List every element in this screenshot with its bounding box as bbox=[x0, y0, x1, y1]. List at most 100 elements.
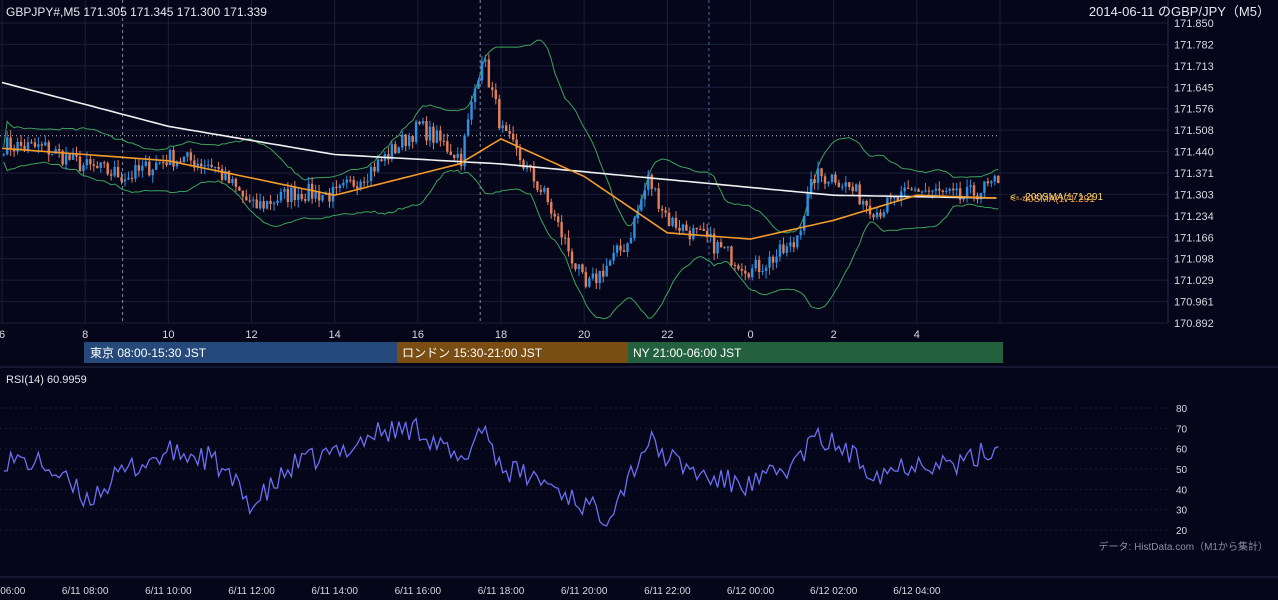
candle-body bbox=[702, 228, 705, 231]
bottom-time-label: 6/12 02:00 bbox=[810, 586, 858, 597]
candle-body bbox=[425, 121, 428, 141]
candle-body bbox=[241, 190, 245, 197]
candle-body bbox=[595, 273, 598, 284]
candle-body bbox=[238, 187, 241, 191]
sma40-line bbox=[1, 137, 997, 240]
candle-body bbox=[536, 181, 539, 190]
candle-body bbox=[761, 271, 764, 272]
candle-body bbox=[962, 197, 965, 200]
candle-body bbox=[16, 141, 19, 152]
candle-body bbox=[276, 200, 279, 204]
candle-body bbox=[213, 167, 217, 168]
candle-body bbox=[560, 222, 563, 238]
candle-body bbox=[82, 165, 85, 171]
rsi-tick-label: 50 bbox=[1176, 465, 1188, 476]
candle-body bbox=[151, 169, 154, 176]
candle-body bbox=[789, 242, 792, 247]
candle-body bbox=[401, 134, 404, 148]
candle-body bbox=[373, 166, 376, 172]
candle-body bbox=[653, 188, 657, 190]
candle-body bbox=[2, 154, 5, 156]
candle-body bbox=[806, 193, 809, 216]
candle-body bbox=[286, 188, 290, 202]
candle-body bbox=[227, 170, 231, 183]
candle-body bbox=[355, 186, 359, 189]
candle-body bbox=[491, 87, 494, 90]
candle-body bbox=[626, 243, 629, 252]
candle-body bbox=[584, 272, 588, 287]
candle-body bbox=[89, 159, 92, 165]
price-tick-label: 171.645 bbox=[1174, 82, 1214, 94]
moving-averages bbox=[1, 81, 997, 240]
candle-body bbox=[844, 182, 848, 187]
candle-body bbox=[667, 212, 671, 226]
price-tick-label: 171.166 bbox=[1174, 232, 1214, 244]
candle-body bbox=[328, 192, 331, 202]
price-tick-label: 171.098 bbox=[1174, 254, 1214, 266]
candle-body bbox=[30, 142, 33, 144]
candle-body bbox=[248, 200, 251, 202]
bottom-time-label: 6/11 22:00 bbox=[644, 586, 691, 597]
candle-body bbox=[522, 160, 525, 169]
candle-body bbox=[165, 162, 168, 165]
candle-body bbox=[685, 224, 688, 231]
candle-body bbox=[605, 265, 608, 277]
candle-body bbox=[40, 144, 44, 146]
candle-body bbox=[96, 165, 99, 168]
candle-body bbox=[952, 188, 955, 191]
price-tick-label: 171.576 bbox=[1174, 104, 1214, 116]
candle-body bbox=[262, 201, 265, 209]
candle-body bbox=[283, 188, 286, 192]
time-tick-label: 18 bbox=[495, 329, 507, 341]
candle-body bbox=[931, 190, 934, 192]
candle-body bbox=[889, 197, 893, 199]
candle-body bbox=[466, 119, 470, 136]
candle-body bbox=[362, 181, 366, 183]
candle-body bbox=[588, 278, 591, 287]
candle-body bbox=[71, 152, 75, 160]
candle-body bbox=[581, 264, 584, 273]
candle-body bbox=[307, 183, 310, 201]
candle-body bbox=[567, 238, 570, 252]
candle-body bbox=[868, 205, 872, 215]
candle-body bbox=[376, 159, 380, 172]
candle-body bbox=[699, 228, 702, 230]
bollinger-lower bbox=[3, 161, 999, 320]
candle-body bbox=[958, 188, 962, 200]
candle-body bbox=[906, 187, 910, 189]
candle-body bbox=[477, 80, 480, 89]
candle-body bbox=[428, 126, 432, 141]
session-ny bbox=[628, 342, 1003, 363]
candle-body bbox=[345, 179, 349, 183]
candle-body bbox=[175, 161, 179, 167]
candle-body bbox=[394, 144, 397, 154]
symbol-ohlc: GBPJPY#,M5 171.305 171.345 171.300 171.3… bbox=[6, 5, 267, 19]
candle-body bbox=[179, 161, 182, 163]
candle-body bbox=[903, 187, 906, 192]
candle-body bbox=[47, 142, 50, 155]
session-tokyo bbox=[84, 342, 397, 363]
candle-body bbox=[258, 201, 262, 209]
candle-body bbox=[414, 121, 418, 142]
candle-body bbox=[927, 190, 931, 192]
candle-body bbox=[979, 192, 983, 200]
candle-body bbox=[366, 181, 369, 183]
price-tick-label: 171.303 bbox=[1174, 189, 1214, 201]
candle-body bbox=[57, 149, 61, 151]
candle-body bbox=[591, 273, 595, 279]
candle-body bbox=[678, 227, 681, 231]
candle-body bbox=[290, 187, 293, 202]
candle-body bbox=[841, 186, 844, 188]
candle-body bbox=[598, 270, 601, 284]
candle-body bbox=[681, 224, 685, 231]
bollinger-upper bbox=[3, 39, 999, 234]
candle-body bbox=[252, 199, 255, 201]
sma200-line bbox=[1, 81, 997, 199]
candle-body bbox=[986, 181, 990, 184]
candle-body bbox=[12, 149, 16, 152]
time-tick-label: 16 bbox=[412, 329, 424, 341]
candle-body bbox=[993, 175, 997, 182]
candle-body bbox=[712, 233, 716, 254]
rsi-tick-label: 80 bbox=[1176, 404, 1188, 415]
